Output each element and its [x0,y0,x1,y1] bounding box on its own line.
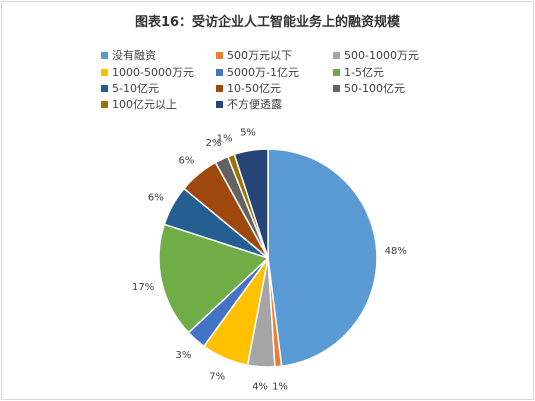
legend-item: 500万元以下 [216,47,292,63]
slice-label: 7% [209,372,225,383]
legend-item: 1-5亿元 [333,64,384,80]
pie-slice [233,148,269,259]
slice-label: 4% [252,382,268,393]
pie-slice [158,223,270,334]
legend-label: 500万元以下 [227,49,292,62]
legend-item: 不方便透露 [216,96,282,112]
slice-label: 2% [206,138,222,149]
slice-label: 6% [178,155,194,166]
legend-swatch [101,68,108,76]
legend-label: 没有融资 [112,49,156,62]
legend-label: 5-10亿元 [112,82,159,95]
legend-item: 50-100亿元 [333,80,405,96]
legend-item: 500-1000万元 [333,47,419,63]
legend-label: 500-1000万元 [344,49,419,62]
legend-label: 100亿元以上 [112,98,177,111]
legend-swatch [216,100,223,108]
legend-label: 1000-5000万元 [112,66,194,79]
slice-label: 48% [385,246,407,257]
slice-label: 5% [240,128,256,139]
slice-label: 1% [217,134,233,145]
legend-item: 10-50亿元 [216,80,281,96]
legend-swatch [333,51,340,59]
legend-label: 不方便透露 [227,98,282,111]
pie-slice [267,148,378,367]
legend-swatch [101,84,108,92]
legend-swatch [333,84,340,92]
legend-item: 100亿元以上 [101,96,177,112]
legend-swatch [216,68,223,76]
chart-title: 图表16：受访企业人工智能业务上的融资规模 [134,15,401,30]
legend-swatch [333,68,340,76]
legend-label: 10-50亿元 [227,82,281,95]
slice-label: 1% [272,381,288,392]
legend-swatch [101,100,108,108]
legend-label: 5000万-1亿元 [227,66,299,79]
legend-item: 没有融资 [101,47,156,63]
legend-swatch [216,84,223,92]
legend-label: 1-5亿元 [344,66,384,79]
slice-label: 17% [132,282,154,293]
legend-swatch [101,51,108,59]
legend-item: 5000万-1亿元 [216,64,299,80]
slice-label: 6% [148,192,164,203]
legend-item: 5-10亿元 [101,80,159,96]
legend-swatch [216,51,223,59]
slice-label: 3% [175,350,191,361]
legend-item: 1000-5000万元 [101,64,194,80]
legend-label: 50-100亿元 [344,82,405,95]
legend: 没有融资 500万元以下 500-1000万元 1000-5000万元 5000… [0,0,535,112]
